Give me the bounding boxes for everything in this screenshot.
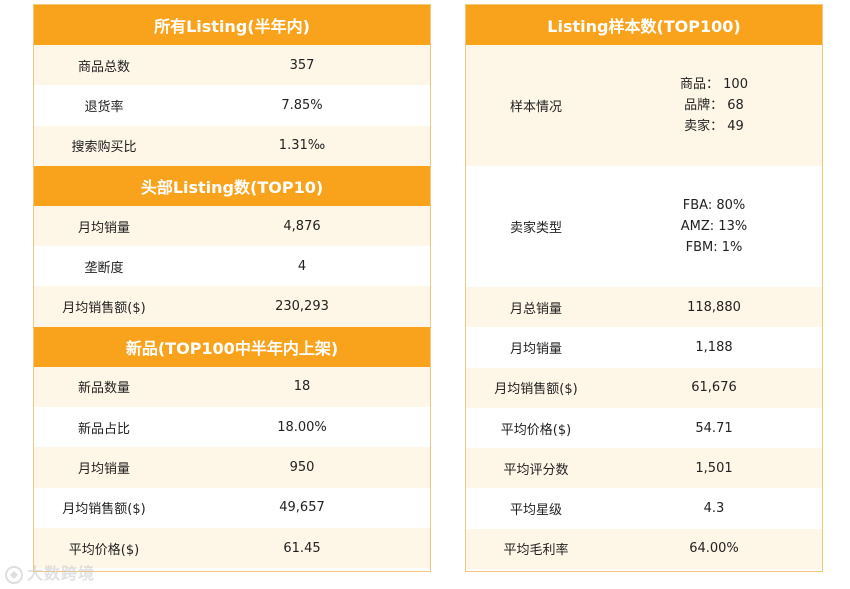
table-row: 月均销量 950 (34, 447, 430, 488)
row-label: 新品数量 (77, 381, 130, 397)
watermark: 大数跨境 (4, 560, 95, 585)
table-row: 新品占比 18.00% (34, 407, 430, 448)
row-value: 61,676 (691, 380, 737, 396)
table-row: 平均评分数 1,501 (466, 448, 822, 489)
table-row: 平均价格($) 54.71 (466, 407, 822, 449)
row-value: 4,876 (283, 218, 321, 234)
row-label: 垄断度 (84, 260, 124, 276)
row-value: 1.31‰ (278, 138, 326, 154)
table-row: 月均销售额($) 49,657 (34, 487, 430, 528)
row-label: 平均星级 (509, 503, 562, 519)
table-row: 卖家类型 FBA: 80% AMZ: 13% FBM: 1% (466, 166, 822, 287)
row-label: 平均价格($) (68, 542, 140, 558)
section-header-top10: 头部Listing数(TOP10) (34, 165, 430, 206)
row-label: 月均销售额($) (494, 382, 578, 398)
row-value: 357 (289, 57, 315, 73)
table-row: 商品总数 357 (34, 45, 430, 86)
section-header-new-products: 新品(TOP100中半年内上架) (34, 326, 430, 367)
row-label: 样本情况 (509, 100, 562, 115)
table-row: 垄断度 4 (34, 246, 430, 287)
brand-logo-icon (4, 565, 24, 585)
sample-line: 品牌： 68 (684, 98, 744, 113)
right-panel: Listing样本数(TOP100) 样本情况 商品： 100 品牌： 68 卖… (465, 4, 823, 572)
table-row: 月均销量 4,876 (34, 205, 430, 247)
row-value: 950 (289, 460, 315, 476)
row-label: 月均销售额($) (62, 301, 146, 317)
row-value: 230,293 (275, 299, 329, 315)
watermark-text: 大数跨境 (27, 564, 96, 583)
seller-type-line: FBA: 80% (682, 198, 746, 213)
row-label: 新品占比 (77, 421, 130, 437)
row-label: 商品总数 (77, 59, 130, 75)
row-value: 4.3 (703, 501, 725, 517)
table-row: 月均销量 1,188 (466, 327, 822, 368)
row-label: 平均评分数 (503, 462, 569, 478)
row-value: 118,880 (687, 299, 741, 315)
row-label: 搜索购买比 (71, 140, 137, 156)
row-value: 54.71 (695, 420, 733, 436)
table-row: 平均价格($) 61.45 (34, 527, 430, 569)
row-label: 月均销量 (509, 341, 562, 357)
seller-type-line: FBM: 1% (685, 240, 743, 255)
left-panel: 所有Listing(半年内) 商品总数 357 退货率 7.85% 搜索购买比 … (33, 4, 431, 572)
row-label: 月均销售额($) (62, 502, 146, 518)
row-label: 月均销量 (77, 220, 130, 236)
table-row: 样本情况 商品： 100 品牌： 68 卖家： 49 (466, 45, 822, 166)
table-row: 退货率 7.85% (34, 85, 430, 126)
row-value: 1,501 (695, 460, 733, 476)
section-header-sample: Listing样本数(TOP100) (466, 5, 822, 45)
table-row: 月总销量 118,880 (466, 287, 822, 328)
table-row: 月均销售额($) 61,676 (466, 367, 822, 408)
row-label: 平均毛利率 (503, 543, 569, 559)
row-value: 49,657 (279, 500, 325, 516)
row-value: 61.45 (283, 540, 321, 556)
row-value: 18 (293, 379, 311, 395)
row-label: 卖家类型 (509, 221, 562, 236)
row-value: FBA: 80% AMZ: 13% FBM: 1% (606, 195, 822, 258)
table-row: 平均星级 4.3 (466, 488, 822, 529)
row-value: 64.00% (689, 541, 739, 557)
sample-line: 商品： 100 (680, 77, 748, 92)
row-label: 平均价格($) (500, 422, 572, 438)
row-value: 1,188 (695, 339, 733, 355)
row-label: 月总销量 (509, 301, 562, 317)
section-header-all-listing: 所有Listing(半年内) (34, 5, 430, 45)
row-value: 18.00% (277, 419, 327, 435)
row-value: 商品： 100 品牌： 68 卖家： 49 (606, 74, 822, 137)
table-row: 月均销售额($) 230,293 (34, 286, 430, 327)
row-label: 月均销量 (77, 462, 130, 478)
row-value: 7.85% (281, 97, 323, 113)
seller-type-line: AMZ: 13% (680, 219, 748, 234)
table-row: 新品数量 18 (34, 366, 430, 408)
table-row: 搜索购买比 1.31‰ (34, 125, 430, 166)
sample-line: 卖家： 49 (684, 119, 744, 134)
table-row: 平均毛利率 64.00% (466, 528, 822, 570)
row-label: 退货率 (84, 99, 124, 115)
row-value: 4 (297, 258, 307, 274)
